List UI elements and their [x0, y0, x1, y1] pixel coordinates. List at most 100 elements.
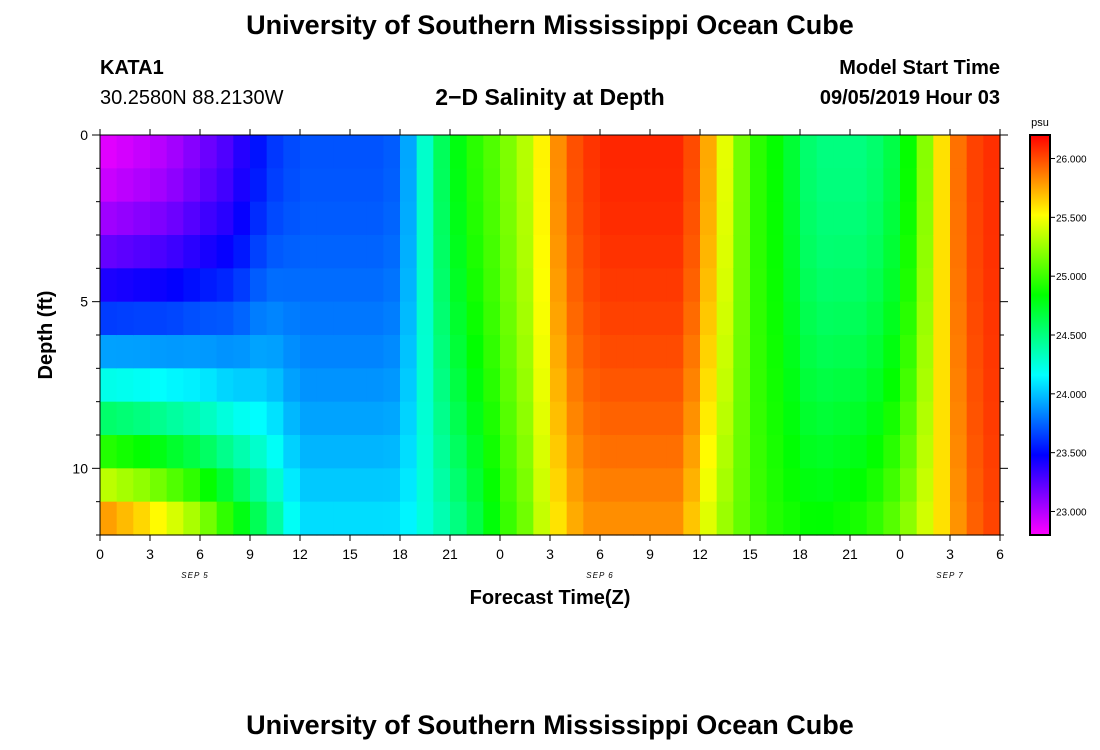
heatmap-cell — [350, 135, 368, 169]
heatmap-cell — [983, 335, 1001, 369]
heatmap-cell — [116, 201, 134, 236]
heatmap-cell — [733, 401, 751, 436]
heatmap-cell — [666, 501, 684, 536]
heatmap-cell — [350, 268, 368, 303]
heatmap-cell — [616, 268, 634, 303]
heatmap-cell — [416, 201, 434, 236]
heatmap-cell — [550, 268, 568, 303]
heatmap-cell — [350, 368, 368, 403]
heatmap-cell — [483, 301, 501, 336]
heatmap-cell — [633, 335, 651, 369]
heatmap-cell — [316, 235, 334, 269]
heatmap-cell — [316, 468, 334, 503]
heatmap-cell — [150, 135, 168, 169]
heatmap-cell — [966, 435, 984, 469]
heatmap-cell — [333, 368, 351, 403]
heatmap-cell — [150, 335, 168, 369]
heatmap-cell — [433, 501, 451, 536]
heatmap-cell — [883, 235, 901, 269]
heatmap-cell — [133, 468, 151, 503]
date-label: SEP 5 — [181, 571, 208, 580]
heatmap-cell — [216, 235, 234, 269]
heatmap-cell — [983, 135, 1001, 169]
colorbar-unit: psu — [1031, 117, 1049, 129]
heatmap-cell — [900, 368, 918, 403]
heatmap-cell — [133, 201, 151, 236]
heatmap-cell — [866, 368, 884, 403]
heatmap-cell — [850, 468, 868, 503]
heatmap-cell — [600, 168, 618, 203]
heatmap-cell — [933, 268, 951, 303]
date-label: SEP 6 — [586, 571, 613, 580]
heatmap-cell — [550, 368, 568, 403]
heatmap-cell — [466, 501, 484, 536]
heatmap-cell — [183, 368, 201, 403]
heatmap-cell — [533, 301, 551, 336]
heatmap-cell — [200, 435, 218, 469]
heatmap-cell — [133, 335, 151, 369]
heatmap-cell — [816, 268, 834, 303]
heatmap-cell — [533, 201, 551, 236]
heatmap-cell — [950, 468, 968, 503]
heatmap-cell — [783, 301, 801, 336]
plot-title: 2−D Salinity at Depth — [435, 84, 665, 110]
heatmap-cell — [450, 501, 468, 536]
heatmap-cell — [483, 368, 501, 403]
heatmap-cells — [100, 135, 1001, 536]
heatmap-cell — [950, 368, 968, 403]
heatmap-cell — [733, 335, 751, 369]
heatmap-cell — [816, 501, 834, 536]
heatmap-cell — [416, 301, 434, 336]
heatmap-cell — [616, 468, 634, 503]
heatmap-cell — [516, 335, 534, 369]
heatmap-cell — [633, 168, 651, 203]
heatmap-cell — [666, 168, 684, 203]
heatmap-cell — [666, 235, 684, 269]
heatmap-cell — [916, 501, 934, 536]
heatmap-cell — [383, 501, 401, 536]
heatmap-cell — [550, 501, 568, 536]
heatmap-cell — [866, 201, 884, 236]
heatmap-cell — [566, 401, 584, 436]
heatmap-cell — [566, 301, 584, 336]
heatmap-cell — [250, 468, 268, 503]
heatmap-cell — [933, 335, 951, 369]
y-tick-label: 10 — [72, 460, 88, 476]
heatmap-cell — [316, 135, 334, 169]
heatmap-cell — [883, 368, 901, 403]
heatmap-cell — [516, 468, 534, 503]
heatmap-cell — [366, 201, 384, 236]
heatmap-cell — [550, 335, 568, 369]
heatmap-cell — [983, 501, 1001, 536]
heatmap-cell — [833, 435, 851, 469]
heatmap-cell — [483, 168, 501, 203]
heatmap-cell — [733, 468, 751, 503]
heatmap-cell — [166, 168, 184, 203]
heatmap-cell — [800, 368, 818, 403]
heatmap-cell — [533, 168, 551, 203]
heatmap-cell — [450, 301, 468, 336]
heatmap-cell — [516, 401, 534, 436]
heatmap-cell — [466, 201, 484, 236]
heatmap-cell — [600, 135, 618, 169]
heatmap-cell — [216, 501, 234, 536]
x-tick-label: 3 — [146, 546, 154, 562]
heatmap-cell — [416, 468, 434, 503]
heatmap-cell — [200, 201, 218, 236]
heatmap-cell — [966, 301, 984, 336]
x-tick-label: 21 — [842, 546, 858, 562]
heatmap-cell — [733, 268, 751, 303]
heatmap-cell — [500, 368, 518, 403]
heatmap-cell — [816, 401, 834, 436]
heatmap-cell — [466, 168, 484, 203]
heatmap-cell — [566, 135, 584, 169]
heatmap-cell — [983, 201, 1001, 236]
heatmap-cell — [400, 135, 418, 169]
heatmap-cell — [250, 501, 268, 536]
heatmap-cell — [283, 235, 301, 269]
heatmap-cell — [600, 335, 618, 369]
heatmap-cell — [616, 501, 634, 536]
heatmap-cell — [300, 401, 318, 436]
heatmap-cell — [216, 468, 234, 503]
colorbar-tick-label: 24.000 — [1056, 390, 1087, 401]
